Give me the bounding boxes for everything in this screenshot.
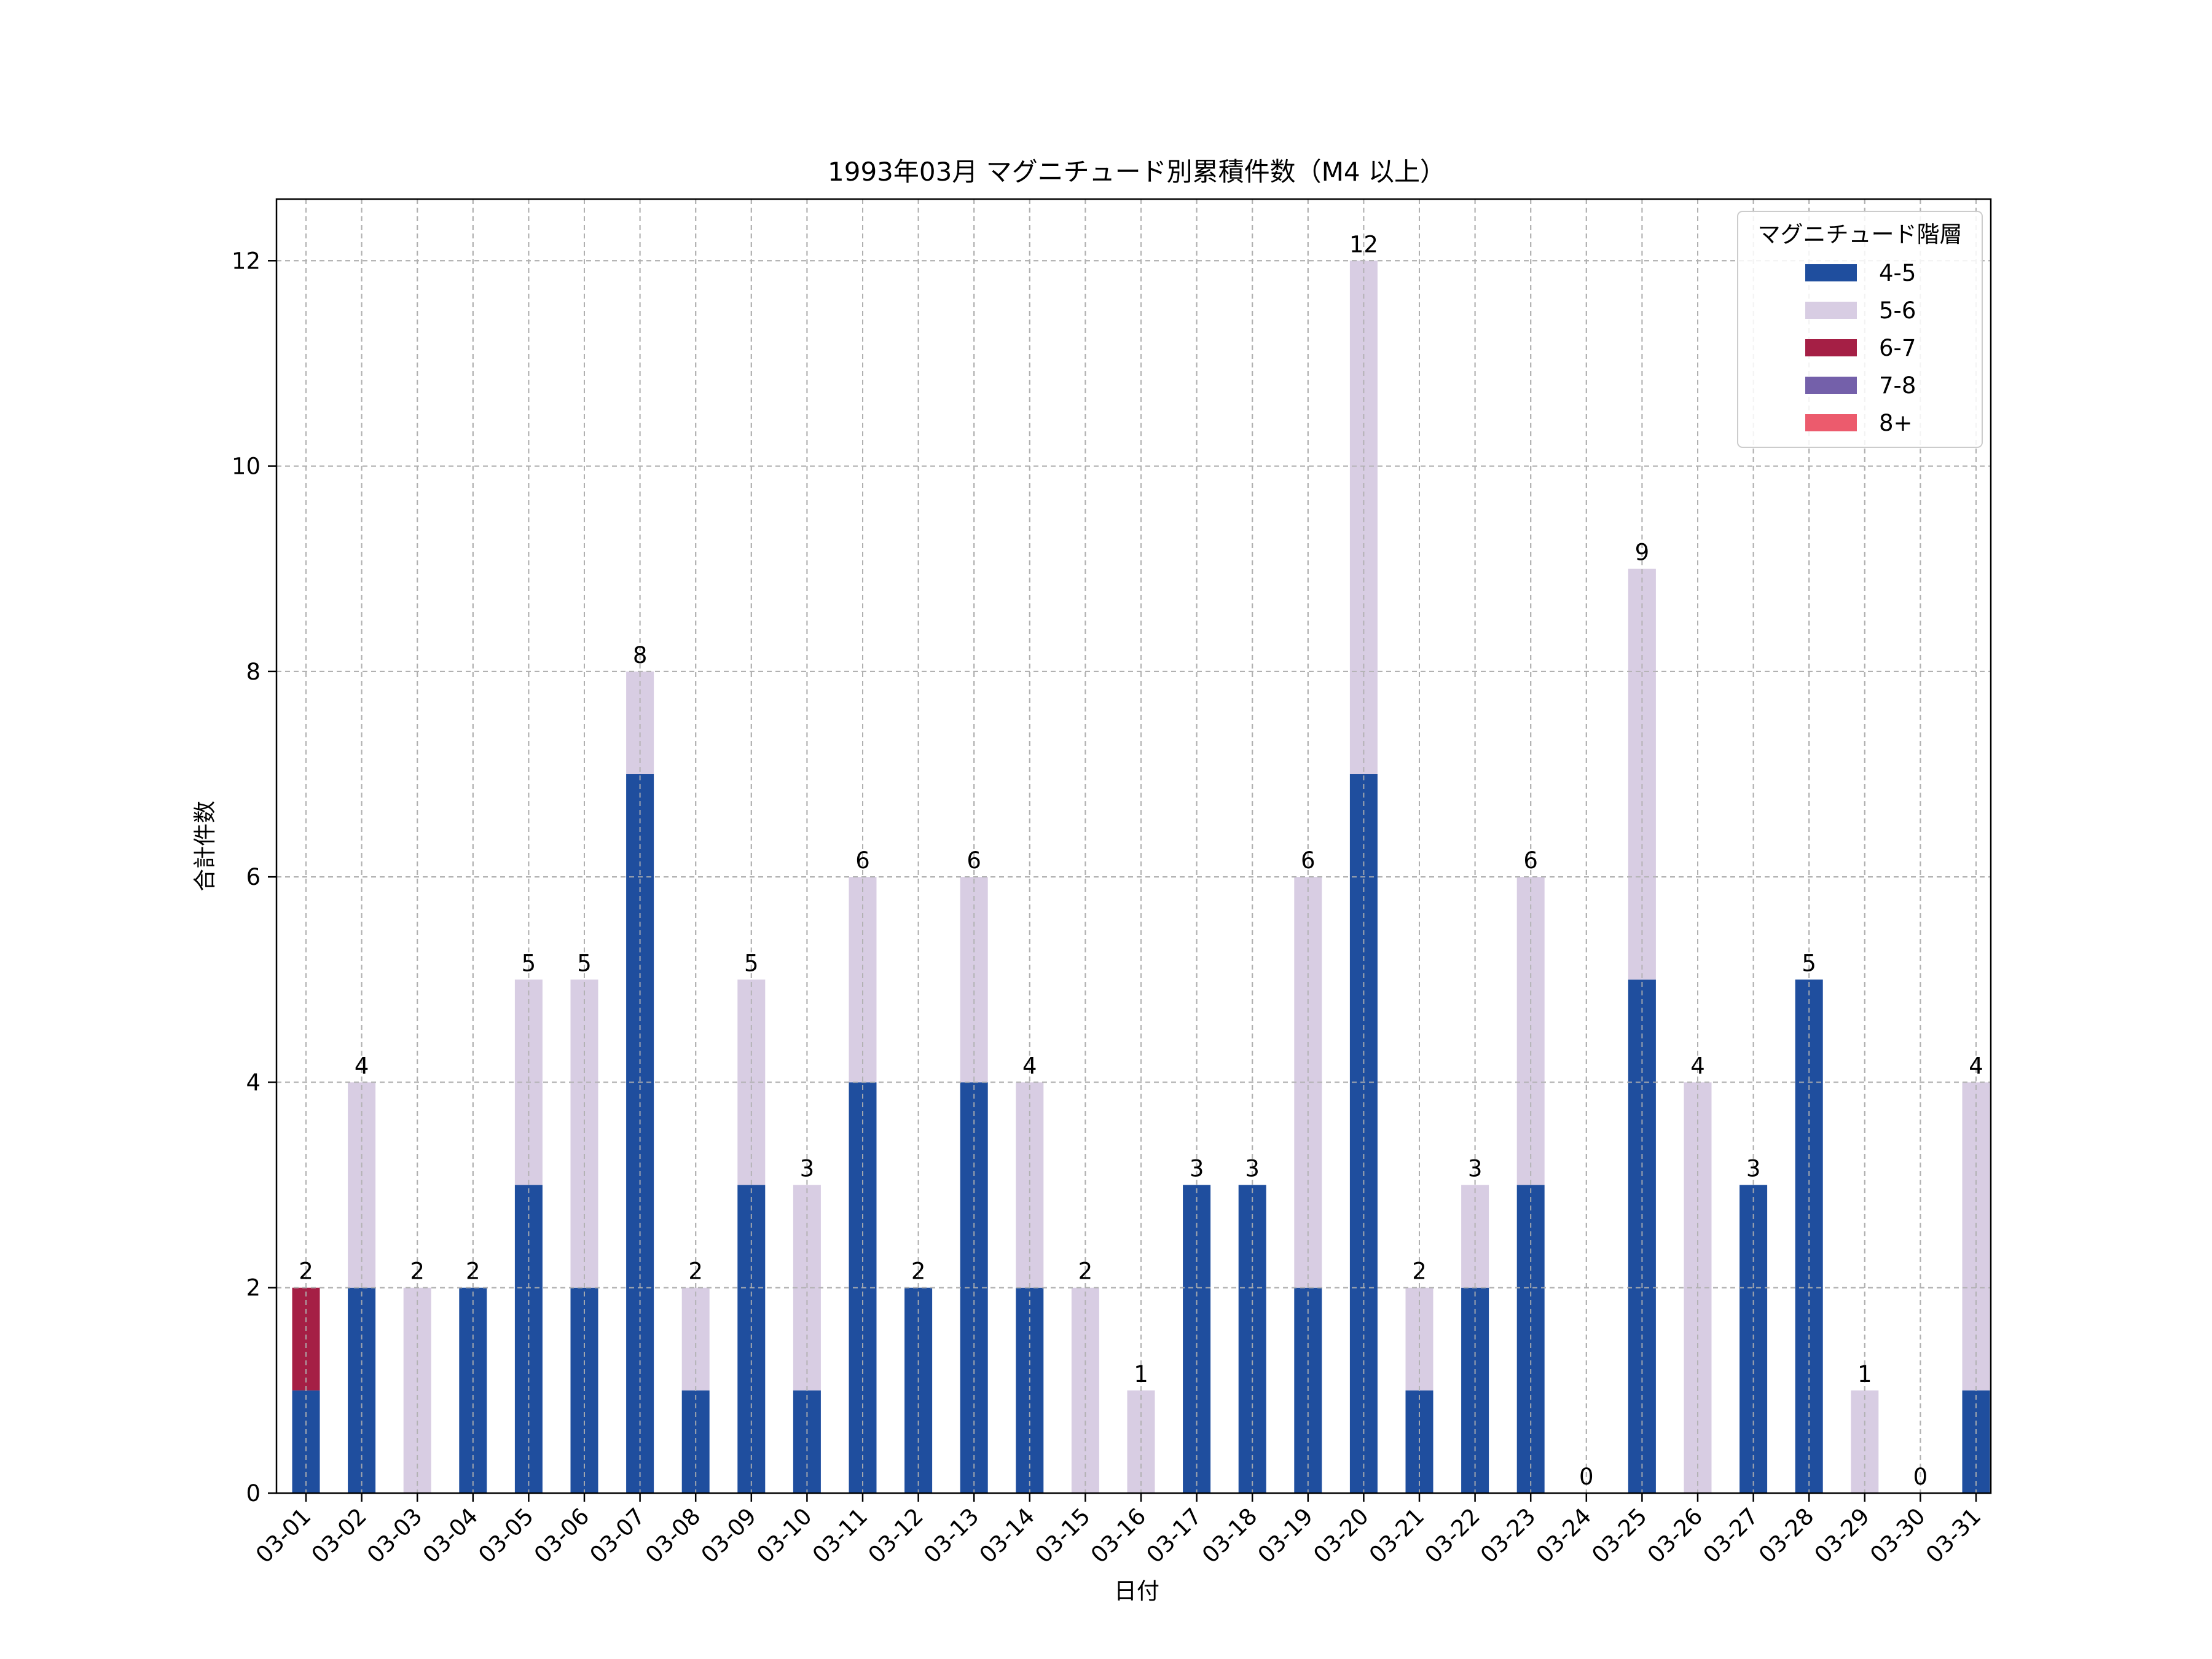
legend-swatch-7-8 [1805,377,1857,394]
legend-label-4-5: 4-5 [1879,260,1916,286]
y-axis: 0 2 4 6 8 10 12 [232,248,276,1507]
legend-label-6-7: 6-7 [1879,335,1916,361]
total-label-03-09: 5 [744,950,759,976]
legend-swatch-4-5 [1805,264,1857,281]
total-label-03-03: 2 [410,1258,425,1285]
total-label-03-07: 8 [633,642,648,669]
total-label-03-02: 4 [355,1053,369,1079]
y-tick-label-6: 12 [232,248,261,274]
bar-03-25-5-6 [1628,568,1656,980]
bar-03-06-5-6 [570,979,598,1288]
total-label-03-05: 5 [522,950,536,976]
legend-swatch-6-7 [1805,339,1857,356]
total-label-03-04: 2 [466,1258,480,1285]
bar-03-23-5-6 [1516,877,1545,1185]
total-label-03-23: 6 [1523,847,1538,874]
total-label-03-28: 5 [1802,950,1816,976]
total-label-03-25: 9 [1635,539,1650,566]
total-label-03-11: 6 [855,847,870,874]
y-tick-label-3: 6 [246,864,261,890]
legend: マグニチュード階層 4-5 5-6 6-7 7-8 8+ [1737,211,1983,448]
legend-label-8+: 8+ [1879,410,1913,436]
total-label-03-18: 3 [1245,1156,1260,1182]
y-axis-label: 合計件数 [192,801,218,892]
bar-03-07-5-6 [626,671,654,774]
total-label-03-16: 1 [1134,1361,1148,1387]
x-axis-label: 日付 [1114,1578,1159,1604]
total-label-03-31: 4 [1969,1053,1983,1079]
legend-swatch-5-6 [1805,302,1857,319]
total-label-03-26: 4 [1690,1053,1705,1079]
legend-title: マグニチュード階層 [1758,221,1963,248]
total-label-03-29: 1 [1857,1361,1872,1387]
total-label-03-12: 2 [911,1258,926,1285]
total-label-03-27: 3 [1746,1156,1761,1182]
y-tick-label-1: 2 [246,1275,261,1301]
total-label-03-21: 2 [1412,1258,1427,1285]
bar-03-11-5-6 [849,877,877,1083]
total-label-03-17: 3 [1190,1156,1204,1182]
legend-label-7-8: 7-8 [1879,372,1916,399]
total-label-03-08: 2 [688,1258,703,1285]
total-label-03-22: 3 [1468,1156,1483,1182]
y-tick-label-0: 0 [246,1480,261,1507]
total-label-03-15: 2 [1078,1258,1093,1285]
chart-title: 1993年03月 マグニチュード別累積件数（M4 以上） [828,157,1446,187]
plot-frame [275,198,1992,1494]
total-label-03-24: 0 [1579,1464,1594,1490]
legend-label-5-6: 5-6 [1879,297,1916,324]
total-label-03-13: 6 [967,847,981,874]
total-label-03-10: 3 [800,1156,815,1182]
total-label-03-30: 0 [1913,1464,1928,1490]
total-label-03-06: 5 [577,950,592,976]
total-label-03-19: 6 [1301,847,1316,874]
total-labels: 2 4 2 2 5 5 8 2 5 3 6 2 6 4 2 1 3 3 6 12 2 3 6 0 9 4 3 5 1 0 4 [299,231,1983,1490]
total-label-03-20: 12 [1349,231,1378,257]
legend-swatch-8+ [1805,414,1857,431]
bar-03-13-5-6 [960,877,988,1083]
total-label-03-14: 4 [1022,1053,1037,1079]
y-tick-label-5: 10 [232,453,261,480]
legend-box [1737,211,1983,448]
total-label-03-01: 2 [299,1258,313,1285]
y-tick-label-4: 8 [246,659,261,685]
bar-03-19-5-6 [1294,877,1322,1288]
y-tick-label-2: 4 [246,1069,261,1096]
